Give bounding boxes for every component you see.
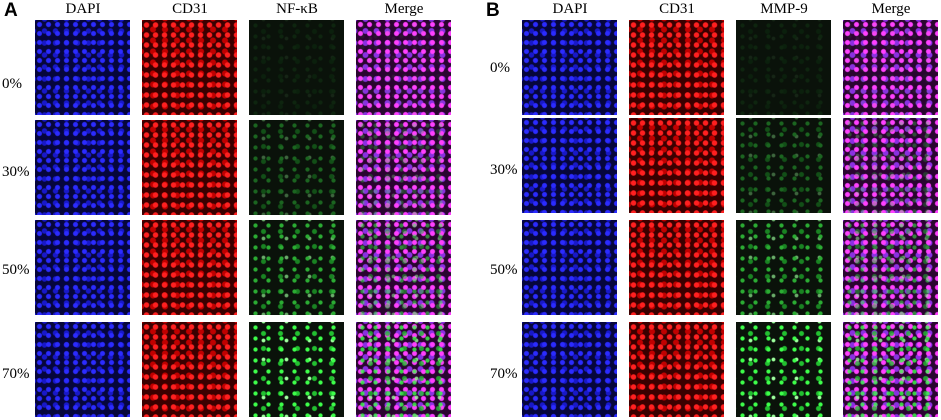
micrograph: [142, 322, 237, 417]
column-header: DAPI: [552, 1, 588, 17]
panel-label: B: [486, 0, 500, 21]
row-label: 0%: [2, 76, 22, 92]
micrograph: [35, 220, 130, 315]
micrograph: [629, 322, 724, 417]
green-signal: [736, 20, 831, 115]
green-signal: [356, 220, 451, 315]
row-label: 30%: [490, 162, 518, 178]
row-label: 50%: [2, 262, 30, 278]
green-signal: [843, 20, 938, 115]
micrograph: [522, 20, 617, 115]
column-header: CD31: [172, 1, 208, 17]
micrograph: [843, 20, 938, 115]
micrograph: [736, 118, 831, 213]
micrograph: [843, 322, 938, 417]
micrograph: [249, 120, 344, 215]
green-signal: [843, 322, 938, 417]
micrograph: [522, 220, 617, 315]
green-signal: [356, 322, 451, 417]
row-label: 50%: [490, 262, 518, 278]
micrograph: [142, 20, 237, 115]
column-header: MMP-9: [760, 1, 808, 17]
row-label: 30%: [2, 164, 30, 180]
column-header: DAPI: [65, 1, 101, 17]
micrograph: [736, 220, 831, 315]
micrograph: [356, 120, 451, 215]
micrograph: [736, 322, 831, 417]
micrograph: [736, 20, 831, 115]
column-header: Merge: [871, 1, 911, 17]
green-signal: [249, 220, 344, 315]
micrograph: [35, 120, 130, 215]
green-signal: [736, 118, 831, 213]
micrograph: [249, 220, 344, 315]
row-label: 70%: [2, 366, 30, 382]
micrograph: [629, 118, 724, 213]
row-label: 0%: [490, 60, 510, 76]
green-signal: [736, 322, 831, 417]
micrograph: [522, 322, 617, 417]
micrograph: [629, 220, 724, 315]
green-signal: [249, 120, 344, 215]
micrograph: [35, 322, 130, 417]
green-signal: [249, 322, 344, 417]
micrograph: [843, 118, 938, 213]
green-signal: [843, 220, 938, 315]
micrograph: [843, 220, 938, 315]
micrograph: [249, 322, 344, 417]
row-label: 70%: [490, 366, 518, 382]
green-signal: [356, 20, 451, 115]
micrograph: [356, 322, 451, 417]
micrograph: [522, 118, 617, 213]
panel-label: A: [4, 0, 18, 21]
green-signal: [249, 20, 344, 115]
micrograph: [249, 20, 344, 115]
micrograph: [629, 20, 724, 115]
column-header: NF-κB: [276, 1, 318, 17]
micrograph: [35, 20, 130, 115]
green-signal: [736, 220, 831, 315]
micrograph: [356, 220, 451, 315]
column-header: CD31: [659, 1, 695, 17]
micrograph: [356, 20, 451, 115]
micrograph: [142, 120, 237, 215]
green-signal: [356, 120, 451, 215]
column-header: Merge: [384, 1, 424, 17]
green-signal: [843, 118, 938, 213]
micrograph: [142, 220, 237, 315]
